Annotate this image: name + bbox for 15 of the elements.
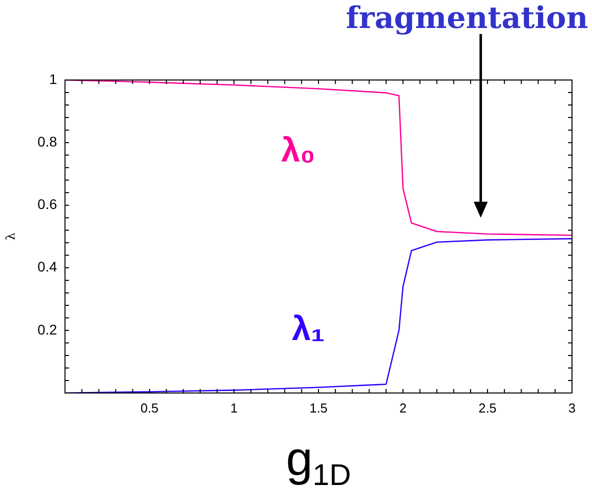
x-tick-label: 2.5	[478, 400, 497, 416]
x-tick-label: 1.5	[309, 400, 328, 416]
x-tick-label: 3	[568, 400, 576, 416]
x-tick-label: 2	[399, 400, 407, 416]
y-tick-label: 0.4	[38, 258, 58, 275]
series-label: λ₁	[292, 310, 325, 348]
y-axis-title: λ	[3, 232, 18, 240]
x-tick-label: 0.5	[140, 400, 159, 416]
series-label: λ₀	[281, 131, 316, 170]
y-tick-label: 0.2	[38, 321, 58, 338]
x-tick-label: 1	[230, 400, 238, 416]
y-tick-label: 0.6	[38, 196, 58, 212]
y-tick-label: 1	[49, 70, 58, 87]
text: fragmentation	[346, 0, 588, 36]
y-tick-label: 0.8	[38, 133, 58, 150]
